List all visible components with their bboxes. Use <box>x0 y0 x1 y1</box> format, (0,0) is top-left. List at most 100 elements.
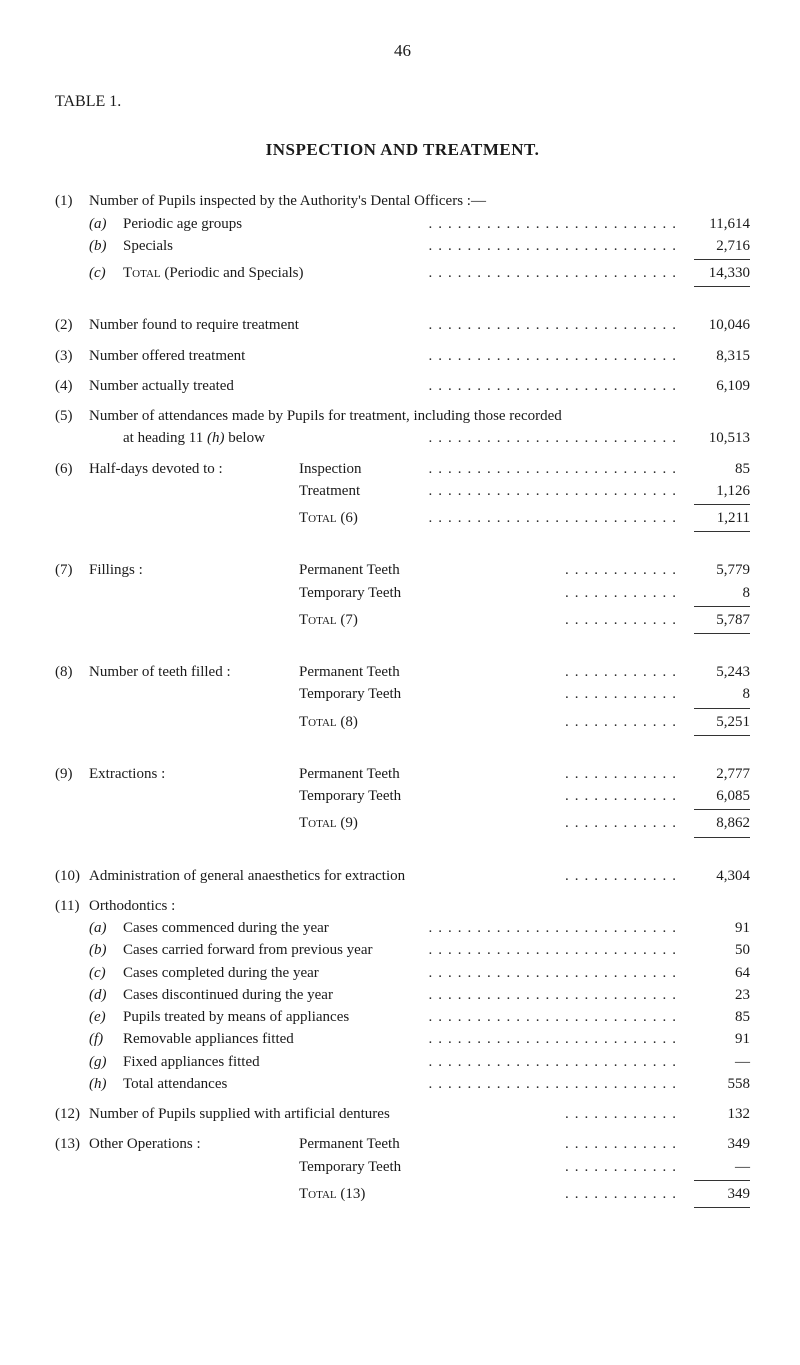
item-9: (9) Extractions : Permanent Teeth ......… <box>55 764 750 784</box>
value: 91 <box>686 1029 750 1049</box>
item-12: (12) Number of Pupils supplied with arti… <box>55 1104 750 1124</box>
label: Number offered treatment <box>89 346 245 366</box>
label: Number found to require treatment <box>89 315 299 335</box>
leader-dots: .......................... <box>329 918 686 938</box>
leader-dots: ............ <box>358 610 686 630</box>
item-10: (10) Administration of general anaesthet… <box>55 866 750 886</box>
label: Fixed appliances fitted <box>123 1052 260 1072</box>
leader-dots: ............ <box>401 583 686 603</box>
value: 8 <box>686 684 750 704</box>
leader-dots: .......................... <box>245 346 686 366</box>
sub: (f) <box>89 1029 123 1049</box>
sub-c: (c) <box>89 263 123 283</box>
leader-dots: .......................... <box>349 1007 686 1027</box>
value: 10,513 <box>686 428 750 448</box>
leader-dots: ............ <box>358 712 686 732</box>
item-7-r2: Temporary Teeth ............ 8 <box>55 583 750 603</box>
label: Specials <box>123 236 173 256</box>
leader-dots: .......................... <box>234 376 686 396</box>
rule <box>694 708 750 709</box>
value: 6,109 <box>686 376 750 396</box>
rule <box>694 504 750 505</box>
leader-dots: ............ <box>401 1157 686 1177</box>
value: 11,614 <box>686 214 750 234</box>
label: at heading 11 (h) below <box>123 428 265 448</box>
label: Fillings : <box>89 560 299 580</box>
leader-dots: ............ <box>400 1134 686 1154</box>
value: 2,716 <box>686 236 750 256</box>
item-11c: (c) Cases completed during the year ....… <box>55 963 750 983</box>
item-7-total: Total (7) ............ 5,787 <box>55 610 750 630</box>
sub: (h) <box>89 1074 123 1094</box>
item-1-lead: (1) Number of Pupils inspected by the Au… <box>55 191 750 211</box>
item-8-total: Total (8) ............ 5,251 <box>55 712 750 732</box>
item-6-total: Total (6) .......................... 1,2… <box>55 508 750 528</box>
label: Pupils treated by means of appliances <box>123 1007 349 1027</box>
leader-dots: .......................... <box>260 1052 686 1072</box>
item-7: (7) Fillings : Permanent Teeth .........… <box>55 560 750 580</box>
label: Number of attendances made by Pupils for… <box>89 406 750 426</box>
sub-label: Temporary Teeth <box>299 1157 401 1177</box>
leader-dots: .......................... <box>265 428 686 448</box>
rule <box>694 837 750 838</box>
l2-post: below <box>225 430 265 446</box>
leader-dots: .......................... <box>372 940 686 960</box>
rule <box>694 531 750 532</box>
leader-dots: .......................... <box>227 1074 686 1094</box>
rule <box>694 809 750 810</box>
leader-dots: .......................... <box>319 963 686 983</box>
item-num: (3) <box>55 346 89 366</box>
label: Half-days devoted to : <box>89 459 299 479</box>
item-9-r2: Temporary Teeth ............ 6,085 <box>55 786 750 806</box>
heading: INSPECTION AND TREATMENT. <box>55 139 750 162</box>
label: Cases carried forward from previous year <box>123 940 372 960</box>
value: — <box>686 1157 750 1177</box>
sub: (c) <box>89 963 123 983</box>
item-11-lead: (11) Orthodontics : <box>55 896 750 916</box>
leader-dots: .......................... <box>358 508 686 528</box>
label: Administration of general anaesthetics f… <box>89 866 405 886</box>
label: Cases completed during the year <box>123 963 319 983</box>
value: 6,085 <box>686 786 750 806</box>
value: 8 <box>686 583 750 603</box>
sub: (b) <box>89 940 123 960</box>
rule <box>694 606 750 607</box>
total-label: Total (6) <box>299 508 358 528</box>
item-13: (13) Other Operations : Permanent Teeth … <box>55 1134 750 1154</box>
rule <box>694 633 750 634</box>
leader-dots: .......................... <box>294 1029 686 1049</box>
leader-dots: .......................... <box>173 236 686 256</box>
item-num: (1) <box>55 191 89 211</box>
item-11g: (g) Fixed appliances fitted ............… <box>55 1052 750 1072</box>
page-number: 46 <box>55 40 750 63</box>
item-6-r2: Treatment .......................... 1,1… <box>55 481 750 501</box>
value: 1,211 <box>686 508 750 528</box>
item-8-r2: Temporary Teeth ............ 8 <box>55 684 750 704</box>
label: Cases commenced during the year <box>123 918 329 938</box>
label: Total (Periodic and Specials) <box>123 263 303 283</box>
item-num: (6) <box>55 459 89 479</box>
rule <box>694 1207 750 1208</box>
item-6: (6) Half-days devoted to : Inspection ..… <box>55 459 750 479</box>
value: 5,243 <box>686 662 750 682</box>
sub-label: Temporary Teeth <box>299 684 401 704</box>
item-num: (12) <box>55 1104 89 1124</box>
leader-dots: ............ <box>401 684 686 704</box>
value: 558 <box>686 1074 750 1094</box>
value: 1,126 <box>686 481 750 501</box>
item-13-r2: Temporary Teeth ............ — <box>55 1157 750 1177</box>
total-label: Total (9) <box>299 813 358 833</box>
label: Number of Pupils supplied with artificia… <box>89 1104 390 1124</box>
value: 349 <box>686 1184 750 1204</box>
item-num: (13) <box>55 1134 89 1154</box>
leader-dots: .......................... <box>242 214 686 234</box>
label-post: (Periodic and Specials) <box>161 265 304 281</box>
sub: (g) <box>89 1052 123 1072</box>
leader-dots: ............ <box>358 813 686 833</box>
leader-dots: ............ <box>401 786 686 806</box>
value: 5,779 <box>686 560 750 580</box>
value: 5,787 <box>686 610 750 630</box>
item-11e: (e) Pupils treated by means of appliance… <box>55 1007 750 1027</box>
label: Cases discontinued during the year <box>123 985 333 1005</box>
sub-a: (a) <box>89 214 123 234</box>
